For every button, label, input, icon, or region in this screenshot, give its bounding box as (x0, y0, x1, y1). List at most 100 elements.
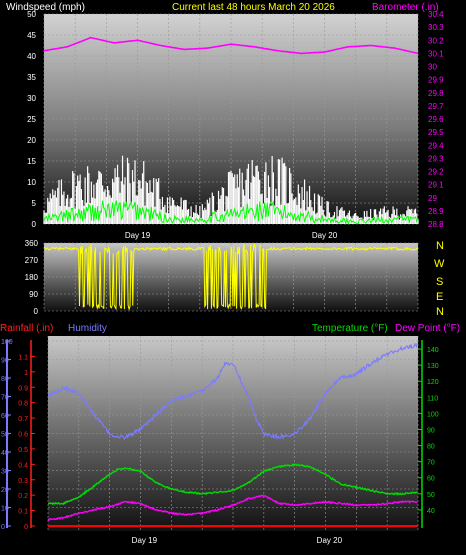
direction-tick-label: 0 (34, 307, 39, 316)
direction-tick-label: 180 (25, 273, 39, 282)
humidity-tick-label: 100 (1, 339, 13, 346)
windspeed-axis-title: Windspeed (mph) (6, 2, 85, 13)
windspeed-axis: 0 5 10 15 20 25 30 35 40 45 50 (27, 10, 36, 229)
compass-label-w: W (434, 258, 445, 270)
compass-labels: N W S E N (434, 240, 445, 318)
barometer-tick-label: 29 (428, 194, 437, 203)
windspeed-tick-label: 45 (27, 31, 36, 40)
barometer-tick-label: 29.7 (428, 102, 444, 111)
windspeed-tick-label: 30 (27, 94, 36, 103)
direction-tick-label: 90 (29, 290, 38, 299)
rainfall-tick-label: 0.7 (18, 416, 28, 423)
wind-direction-line (43, 243, 419, 311)
humidity-tick-label: 70 (1, 395, 9, 402)
rainfall-axis-title: Rainfall (.in) (0, 323, 53, 334)
x-tick-label-day20: Day 20 (312, 231, 338, 240)
temperature-tick-label: 100 (427, 411, 439, 418)
windspeed-tick-label: 50 (27, 10, 36, 19)
compass-label-e: E (436, 291, 443, 303)
windspeed-tick-label: 35 (27, 73, 36, 82)
barometer-tick-label: 30.1 (428, 49, 444, 58)
gust-line (43, 200, 419, 226)
temperature-axis-title: Temperature (°F) (312, 323, 388, 334)
humidity-tick-label: 40 (1, 450, 9, 457)
rainfall-tick-label: 0.2 (18, 493, 28, 500)
wind-plot-grid (43, 13, 419, 225)
x-tick-label-day19: Day 19 (132, 536, 158, 545)
rainfall-tick-label: 1.1 (18, 354, 28, 361)
compass-label-s: S (436, 276, 443, 288)
humidity-axis: 0 10 20 30 40 50 60 70 80 90 100 (1, 339, 13, 531)
wind-plot-series (43, 36, 419, 226)
windspeed-tick-label: 0 (32, 220, 37, 229)
humidity-line (48, 342, 418, 440)
barometer-tick-label: 29.3 (428, 154, 444, 163)
temperature-tick-label: 140 (427, 347, 439, 354)
humidity-tick-label: 0 (1, 524, 5, 531)
temperature-tick-label: 60 (427, 476, 435, 483)
barometer-tick-label: 29.2 (428, 168, 444, 177)
temperature-tick-label: 40 (427, 508, 435, 515)
temperature-line (47, 462, 418, 506)
windspeed-tick-label: 5 (32, 199, 37, 208)
barometer-tick-label: 29.6 (428, 115, 444, 124)
temperature-tick-label: 120 (427, 379, 439, 386)
x-tick-label-day19: Day 19 (125, 231, 151, 240)
temperature-tick-label: 110 (427, 395, 438, 402)
humidity-tick-label: 30 (1, 469, 9, 476)
windspeed-tick-label: 40 (27, 52, 36, 61)
humidity-axis-title: Humidity (68, 323, 107, 334)
dewpoint-line (47, 494, 418, 522)
temperature-tick-label: 130 (427, 363, 439, 370)
chart-title: Current last 48 hours March 20 2026 (172, 2, 335, 13)
compass-label-n-bottom: N (436, 306, 444, 318)
barometer-tick-label: 29.9 (428, 76, 444, 85)
temperature-tick-label: 80 (427, 444, 435, 451)
rainfall-tick-label: 0.6 (18, 432, 28, 439)
rainfall-tick-label: 0.4 (18, 462, 28, 469)
lower-plot-x-axis: Day 19 Day 20 (132, 536, 343, 545)
lower-plot-series (47, 342, 418, 527)
barometer-axis-title: Barometer (.in) (372, 2, 439, 13)
dewpoint-axis-title: Dew Point (°F) (395, 323, 460, 334)
direction-plot-series (43, 243, 419, 311)
rainfall-tick-label: 1 (24, 370, 28, 377)
barometer-tick-label: 29.5 (428, 128, 444, 137)
humidity-tick-label: 80 (1, 376, 9, 383)
barometer-tick-label: 30.4 (428, 10, 444, 19)
wind-plot-x-axis: Day 19 Day 20 (125, 231, 338, 240)
barometer-tick-label: 29.4 (428, 141, 444, 150)
barometer-tick-label: 30.3 (428, 23, 444, 32)
windspeed-tick-label: 15 (27, 157, 36, 166)
x-tick-label-day20: Day 20 (317, 536, 343, 545)
barometer-tick-label: 28.9 (428, 207, 444, 216)
barometer-tick-label: 30.2 (428, 36, 444, 45)
rainfall-tick-label: 0 (24, 524, 28, 531)
temperature-tick-label: 50 (427, 492, 435, 499)
humidity-tick-label: 20 (1, 487, 9, 494)
compass-label-n-top: N (436, 240, 444, 252)
rainfall-tick-label: 0.5 (18, 447, 28, 454)
barometer-line (43, 36, 419, 55)
windspeed-tick-label: 25 (27, 115, 36, 124)
windspeed-tick-label: 10 (27, 178, 36, 187)
barometer-axis: 28.8 28.9 29 29.1 29.2 29.3 29.4 29.5 29.6 29.7 29… (428, 10, 444, 229)
barometer-tick-label: 29.8 (428, 89, 444, 98)
barometer-tick-label: 28.8 (428, 220, 444, 229)
rainfall-tick-label: 0.3 (18, 478, 28, 485)
temperature-axis: 40 50 60 70 80 90 100 110 120 130 140 (418, 347, 439, 515)
rainfall-tick-label: 0.1 (18, 509, 28, 516)
windspeed-tick-label: 20 (27, 136, 36, 145)
barometer-tick-label: 29.1 (428, 181, 444, 190)
barometer-tick-label: 30 (428, 63, 437, 72)
humidity-tick-label: 50 (1, 432, 9, 439)
temperature-tick-label: 70 (427, 460, 435, 467)
direction-axis: 0 90 180 270 360 (25, 239, 39, 316)
temperature-tick-label: 90 (427, 427, 435, 434)
humidity-tick-label: 90 (1, 358, 9, 365)
rainfall-axis: 0 0.1 0.2 0.3 0.4 0.5 0.6 0.7 0.8 0.9 1 1.1 (18, 354, 35, 531)
humidity-tick-label: 60 (1, 413, 9, 420)
direction-tick-label: 270 (25, 256, 39, 265)
rainfall-tick-label: 0.8 (18, 401, 28, 408)
